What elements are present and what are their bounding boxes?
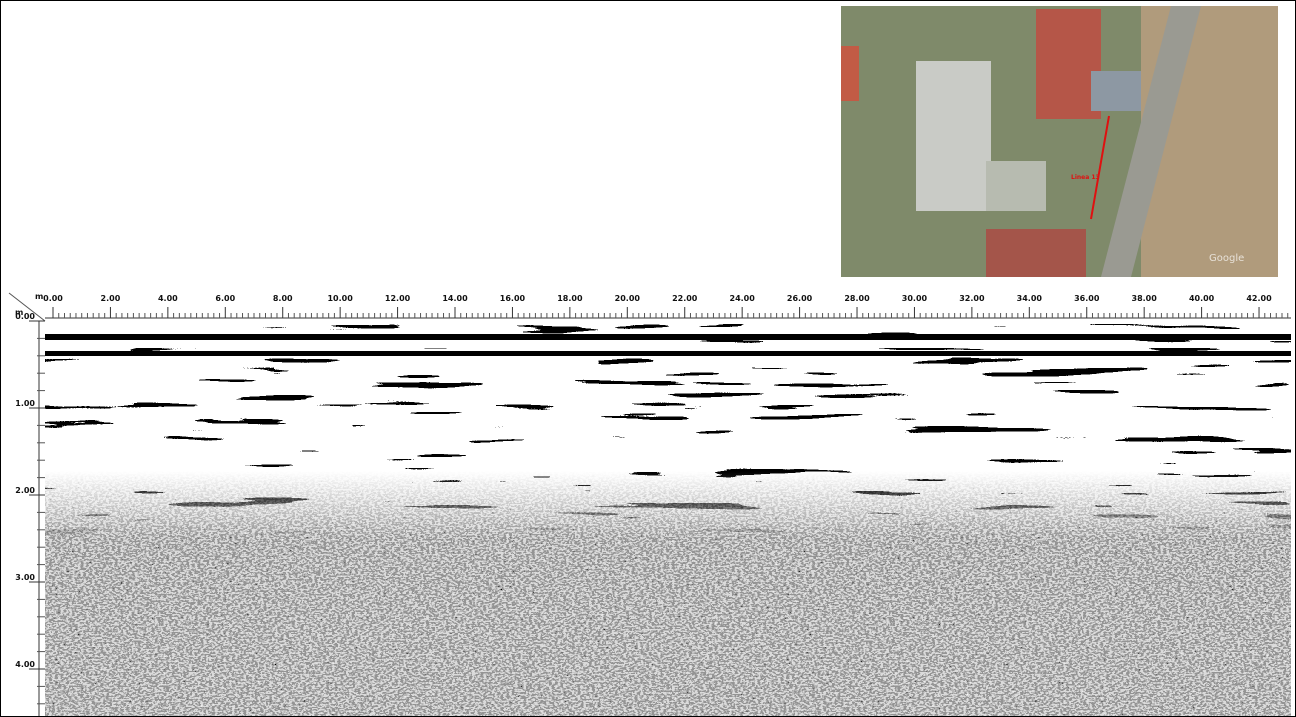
x-tick-label: 18.00: [557, 294, 583, 303]
y-tick-label: 1.00: [15, 399, 35, 408]
x-tick-label: 10.00: [327, 294, 353, 303]
x-tick-label: 24.00: [730, 294, 756, 303]
radargram-noise: [45, 321, 1291, 716]
x-tick-label: 2.00: [101, 294, 121, 303]
x-tick-label: 8.00: [273, 294, 293, 303]
map-building: [986, 229, 1086, 277]
survey-line-label: Linea 13: [1071, 174, 1100, 181]
y-tick-label: 4.00: [15, 660, 35, 669]
x-tick-label: 32.00: [959, 294, 985, 303]
map-building: [986, 161, 1046, 211]
direct-wave: [45, 334, 1291, 340]
map-watermark: Google: [1209, 253, 1244, 264]
figure: Linea 13 Google m m 0.002.004.006.008.00…: [1, 1, 1295, 716]
x-tick-label: 26.00: [787, 294, 813, 303]
x-tick-label: 14.00: [442, 294, 468, 303]
x-tick-label: 30.00: [902, 294, 928, 303]
x-tick-label: 34.00: [1017, 294, 1043, 303]
y-tick-label: 2.00: [15, 486, 35, 495]
map-building: [841, 46, 859, 101]
y-tick-label: 3.00: [15, 573, 35, 582]
y-tick-label: 0.00: [15, 312, 35, 321]
aerial-map: Linea 13 Google: [841, 6, 1278, 277]
x-tick-label: 16.00: [500, 294, 526, 303]
x-unit: m: [35, 292, 43, 301]
x-tick-label: 28.00: [844, 294, 870, 303]
x-tick-label: 38.00: [1132, 294, 1158, 303]
x-tick-label: 40.00: [1189, 294, 1215, 303]
x-tick-label: 36.00: [1074, 294, 1100, 303]
direct-wave: [45, 344, 1291, 348]
x-tick-label: 6.00: [215, 294, 235, 303]
map-building: [1091, 71, 1141, 111]
x-tick-label: 4.00: [158, 294, 178, 303]
x-tick-label: 42.00: [1246, 294, 1272, 303]
radargram: [45, 321, 1291, 716]
x-tick-label: 20.00: [615, 294, 641, 303]
map-building: [916, 61, 991, 211]
x-tick-label: 0.00: [43, 294, 63, 303]
x-tick-label: 22.00: [672, 294, 698, 303]
direct-wave: [45, 351, 1291, 356]
page: Linea 13 Google m m 0.002.004.006.008.00…: [0, 0, 1296, 717]
x-tick-label: 12.00: [385, 294, 411, 303]
